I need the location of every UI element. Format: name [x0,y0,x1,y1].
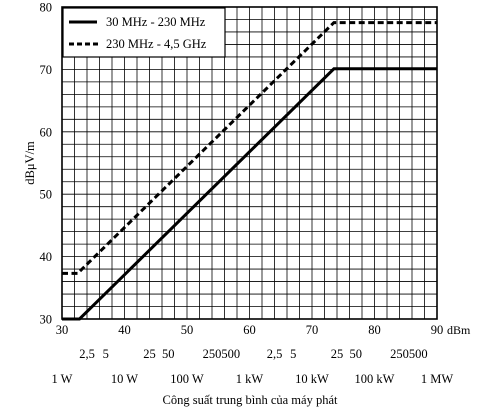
y-axis-title: dBμV/m [23,141,37,185]
watt-minor-label: 50 [350,347,363,361]
watt-minor-label: 50 [162,347,175,361]
x-tick-label: 60 [243,323,256,337]
legend: 30 MHz - 230 MHz 230 MHz - 4,5 GHz [62,7,226,58]
y-tick-label: 70 [40,63,53,77]
watt-minor-label: 5 [103,347,109,361]
watt-minor-label: 25 [331,347,344,361]
watt-minor-label: 25 [143,347,156,361]
watt-major-label: 1 MW [421,372,453,386]
legend-box [62,7,226,58]
watt-minor-label: 5 [290,347,296,361]
x-tick-label: 40 [118,323,131,337]
plot-frame [61,6,438,320]
series-line-2 [62,21,437,275]
y-tick-label: 50 [40,188,53,202]
watt-major-label: 1 kW [236,372,264,386]
x-unit-label: dBm [447,323,471,337]
watt-minor-label: 250 [203,347,222,361]
watt-major-label: 100 W [170,372,204,386]
y-tick-labels: 30 40 50 60 70 80 [40,1,53,327]
grid [62,7,437,319]
watt-minor-label: 2,5 [267,347,283,361]
legend-label-series-1: 30 MHz - 230 MHz [106,15,206,29]
x-tick-label: 70 [306,323,319,337]
x-tick-labels: 30 40 50 60 70 80 90 [56,323,444,337]
y-tick-label: 40 [40,250,53,264]
y-tick-label: 30 [40,313,53,327]
y-tick-label: 80 [40,1,53,15]
legend-label-series-2: 230 MHz - 4,5 GHz [106,37,207,51]
watt-major-labels: 1 W 10 W 100 W 1 kW 10 kW 100 kW 1 MW [52,372,454,386]
x-tick-label: 80 [368,323,381,337]
x-tick-label: 50 [181,323,194,337]
watt-major-label: 1 W [52,372,73,386]
watt-minor-label: 500 [221,347,240,361]
x-tick-label: 30 [56,323,69,337]
watt-minor-label: 500 [409,347,428,361]
y-tick-label: 60 [40,125,53,139]
watt-major-label: 100 kW [355,372,395,386]
watt-major-label: 10 W [111,372,138,386]
x-axis-title: Công suất trung bình của máy phát [163,393,338,407]
watt-minor-labels: 2,5 5 25 50 250 500 2,5 5 25 50 250 500 [79,347,427,361]
x-tick-label: 90 [431,323,444,337]
watt-major-label: 10 kW [295,372,329,386]
watt-minor-label: 2,5 [79,347,95,361]
watt-minor-label: 250 [390,347,409,361]
